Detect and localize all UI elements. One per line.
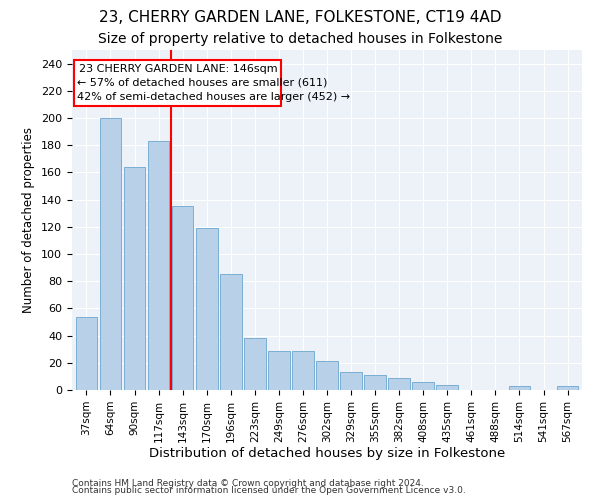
Y-axis label: Number of detached properties: Number of detached properties [22, 127, 35, 313]
Bar [436, 384, 458, 390]
Bar [340, 372, 362, 390]
Text: Size of property relative to detached houses in Folkestone: Size of property relative to detached ho… [98, 32, 502, 46]
X-axis label: Distribution of detached houses by size in Folkestone: Distribution of detached houses by size … [149, 448, 505, 460]
Bar [196, 228, 218, 390]
Bar [412, 382, 434, 390]
Bar [388, 378, 410, 390]
Bar [172, 206, 193, 390]
Text: Contains public sector information licensed under the Open Government Licence v3: Contains public sector information licen… [72, 486, 466, 495]
Bar [148, 141, 169, 390]
Text: 23, CHERRY GARDEN LANE, FOLKESTONE, CT19 4AD: 23, CHERRY GARDEN LANE, FOLKESTONE, CT19… [99, 10, 501, 25]
Bar [74, 60, 281, 106]
Bar [124, 167, 145, 390]
Bar [220, 274, 242, 390]
Bar [76, 316, 97, 390]
Text: 42% of semi-detached houses are larger (452) →: 42% of semi-detached houses are larger (… [77, 92, 350, 102]
Bar [268, 350, 290, 390]
Text: 23 CHERRY GARDEN LANE: 146sqm: 23 CHERRY GARDEN LANE: 146sqm [79, 64, 277, 74]
Bar [244, 338, 266, 390]
Text: ← 57% of detached houses are smaller (611): ← 57% of detached houses are smaller (61… [77, 77, 327, 87]
Text: Contains HM Land Registry data © Crown copyright and database right 2024.: Contains HM Land Registry data © Crown c… [72, 478, 424, 488]
Bar [100, 118, 121, 390]
Bar [557, 386, 578, 390]
Bar [292, 350, 314, 390]
Bar [509, 386, 530, 390]
Bar [316, 362, 338, 390]
Bar [364, 375, 386, 390]
